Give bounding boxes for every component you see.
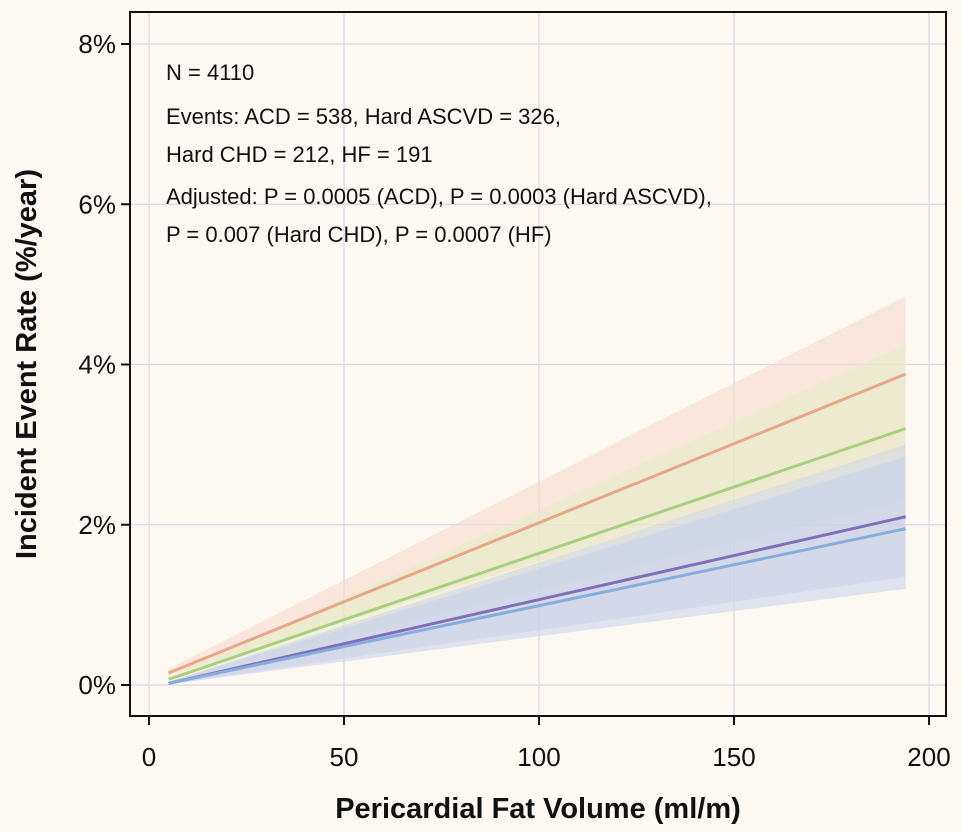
y-tick-label: 0% bbox=[78, 670, 116, 700]
y-tick-label: 8% bbox=[78, 29, 116, 59]
series-line-3 bbox=[168, 515, 906, 685]
x-tick-label: 100 bbox=[517, 742, 560, 772]
annotation-line-2: Events: ACD = 538, Hard ASCVD = 326, bbox=[166, 104, 561, 129]
y-axis-title: Incident Event Rate (%/year) bbox=[11, 169, 43, 559]
annotation-line-5: P = 0.007 (Hard CHD), P = 0.0007 (HF) bbox=[166, 222, 552, 247]
confidence-band-4 bbox=[168, 456, 906, 685]
annotation-line-4: Adjusted: P = 0.0005 (ACD), P = 0.0003 (… bbox=[166, 184, 712, 209]
x-tick-label: 150 bbox=[712, 742, 755, 772]
series-line-2 bbox=[168, 427, 907, 681]
x-tick-label: 50 bbox=[330, 742, 359, 772]
series-lines bbox=[167, 372, 907, 685]
y-tick-label: 6% bbox=[78, 189, 116, 219]
y-tick-label: 4% bbox=[78, 350, 116, 380]
annotation-line-1: N = 4110 bbox=[166, 60, 254, 85]
x-tick-label: 0 bbox=[142, 742, 156, 772]
confidence-band-1 bbox=[168, 296, 906, 676]
x-tick-label: 200 bbox=[907, 742, 950, 772]
series-line-1 bbox=[167, 372, 907, 675]
annotations: N = 4110 Events: ACD = 538, Hard ASCVD = … bbox=[166, 60, 712, 247]
x-axis: 0 50 100 150 200 bbox=[142, 716, 951, 772]
x-axis-title: Pericardial Fat Volume (ml/m) bbox=[335, 793, 741, 825]
annotation-line-3: Hard CHD = 212, HF = 191 bbox=[166, 142, 433, 167]
y-axis: 0% 2% 4% 6% 8% bbox=[78, 29, 130, 700]
confidence-band-3 bbox=[168, 444, 906, 685]
series-line-4 bbox=[168, 527, 906, 685]
y-tick-label: 2% bbox=[78, 510, 116, 540]
